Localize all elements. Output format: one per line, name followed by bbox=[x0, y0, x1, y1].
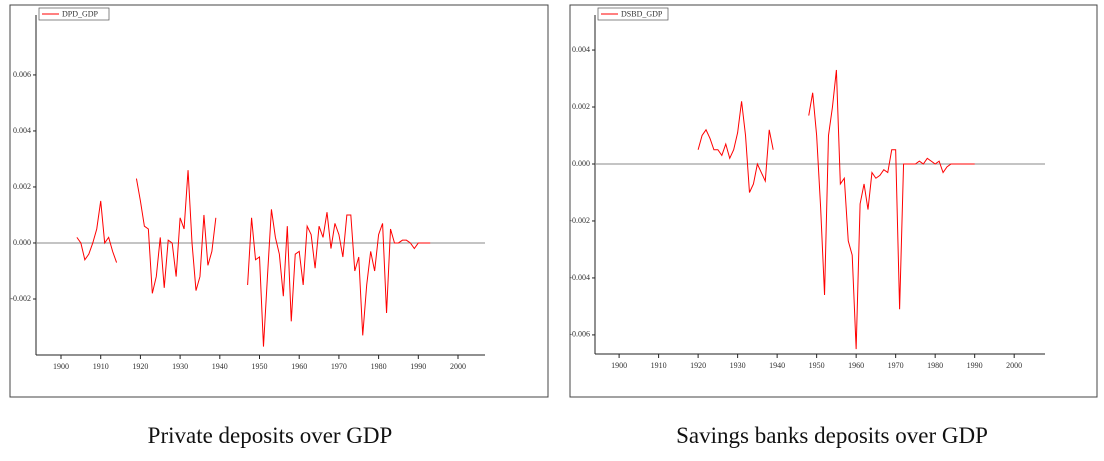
x-tick-label: 1930 bbox=[172, 362, 188, 371]
caption: Private deposits over GDP bbox=[148, 423, 393, 448]
x-tick-label: 1940 bbox=[212, 362, 228, 371]
y-tick-label: 0.000 bbox=[572, 159, 590, 168]
x-tick-label: 1940 bbox=[769, 361, 785, 370]
x-tick-label: 1990 bbox=[410, 362, 426, 371]
y-tick-label: -0.004 bbox=[569, 273, 590, 282]
x-tick-label: 1970 bbox=[888, 361, 904, 370]
x-tick-label: 1920 bbox=[690, 361, 706, 370]
x-tick-label: 1960 bbox=[848, 361, 864, 370]
x-tick-label: 1910 bbox=[93, 362, 109, 371]
x-tick-label: 1950 bbox=[809, 361, 825, 370]
y-tick-label: 0.002 bbox=[572, 102, 590, 111]
x-tick-label: 1970 bbox=[331, 362, 347, 371]
x-tick-label: 1900 bbox=[53, 362, 69, 371]
x-tick-label: 1900 bbox=[611, 361, 627, 370]
legend-box bbox=[597, 7, 669, 21]
x-tick-label: 2000 bbox=[450, 362, 466, 371]
x-tick-label: 1990 bbox=[967, 361, 983, 370]
data-line bbox=[697, 69, 975, 350]
panel-frame bbox=[569, 4, 1098, 398]
y-tick-label: -0.002 bbox=[569, 216, 590, 225]
caption: Savings banks deposits over GDP bbox=[676, 423, 988, 448]
y-tick-label: 0.004 bbox=[13, 126, 31, 135]
x-tick-label: 1910 bbox=[651, 361, 667, 370]
legend-label: DPD_GDP bbox=[62, 9, 99, 18]
x-tick-label: 1930 bbox=[730, 361, 746, 370]
legend-box bbox=[38, 7, 110, 21]
data-line bbox=[76, 170, 431, 347]
panel-frame bbox=[9, 4, 549, 398]
y-tick-label: 0.004 bbox=[572, 45, 590, 54]
x-tick-label: 1920 bbox=[132, 362, 148, 371]
x-tick-label: 1980 bbox=[371, 362, 387, 371]
x-tick-label: 1950 bbox=[252, 362, 268, 371]
legend-label: DSBD_GDP bbox=[621, 9, 663, 18]
y-tick-label: 0.006 bbox=[13, 70, 31, 79]
y-tick-label: -0.002 bbox=[10, 294, 31, 303]
x-tick-label: 2000 bbox=[1006, 361, 1022, 370]
y-tick-label: -0.006 bbox=[569, 330, 590, 339]
y-tick-label: 0.002 bbox=[13, 182, 31, 191]
x-tick-label: 1960 bbox=[291, 362, 307, 371]
x-tick-label: 1980 bbox=[927, 361, 943, 370]
y-tick-label: 0.000 bbox=[13, 238, 31, 247]
